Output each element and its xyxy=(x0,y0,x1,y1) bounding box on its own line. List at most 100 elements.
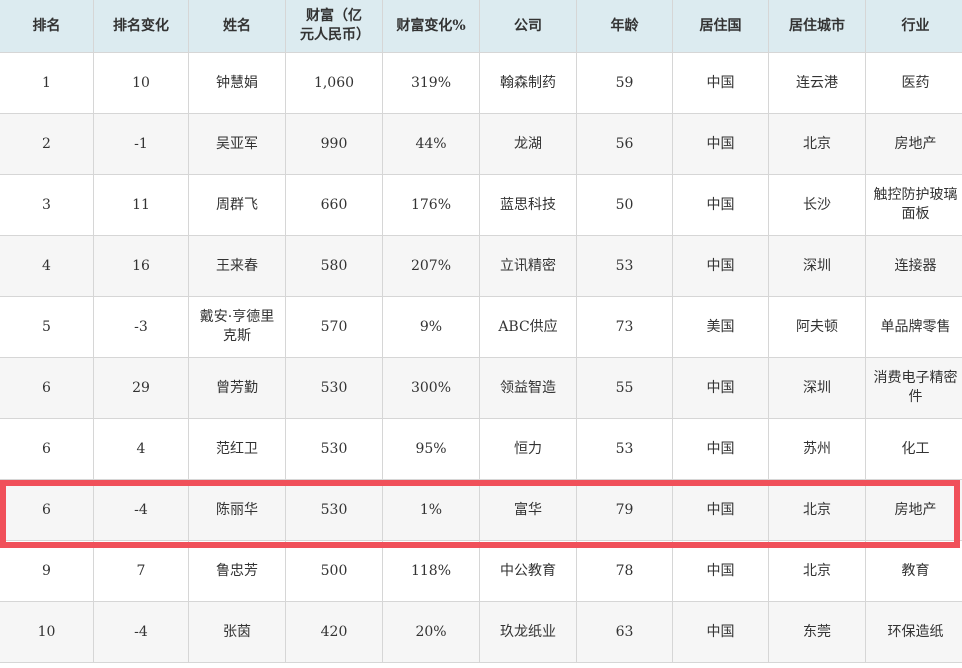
cell-city: 北京 xyxy=(768,479,866,541)
cell-age: 53 xyxy=(576,235,673,297)
cell-rank: 10 xyxy=(0,601,94,663)
table-row: 4 16 王来春 580 207% 立讯精密 53 中国 深圳 连接器 xyxy=(0,235,962,297)
cell-rank: 1 xyxy=(0,52,94,114)
cell-wealth-change: 20% xyxy=(382,601,480,663)
cell-wealth-change: 176% xyxy=(382,174,480,236)
cell-country: 中国 xyxy=(672,52,769,114)
cell-wealth-change: 44% xyxy=(382,113,480,175)
cell-name: 曾芳勤 xyxy=(188,357,286,419)
cell-wealth: 580 xyxy=(285,235,383,297)
table-row: 3 11 周群飞 660 176% 蓝思科技 50 中国 长沙 触控防护玻璃面板 xyxy=(0,174,962,236)
cell-wealth-change: 319% xyxy=(382,52,480,114)
table-row: 6 -4 陈丽华 530 1% 富华 79 中国 北京 房地产 xyxy=(0,479,962,541)
cell-city: 苏州 xyxy=(768,418,866,480)
cell-industry: 教育 xyxy=(865,540,962,602)
cell-wealth-change: 207% xyxy=(382,235,480,297)
header-country: 居住国 xyxy=(672,0,769,53)
table-row: 6 29 曾芳勤 530 300% 领益智造 55 中国 深圳 消费电子精密件 xyxy=(0,357,962,419)
cell-company: 领益智造 xyxy=(479,357,577,419)
cell-name: 吴亚军 xyxy=(188,113,286,175)
table-row: 1 10 钟慧娟 1,060 319% 翰森制药 59 中国 连云港 医药 xyxy=(0,52,962,114)
cell-age: 50 xyxy=(576,174,673,236)
cell-city: 东莞 xyxy=(768,601,866,663)
cell-rank-change: 10 xyxy=(93,52,189,114)
header-name: 姓名 xyxy=(188,0,286,53)
cell-industry: 房地产 xyxy=(865,479,962,541)
cell-industry: 单品牌零售 xyxy=(865,296,962,358)
header-row: 排名 排名变化 姓名 财富（亿元人民币） 财富变化% 公司 年龄 居住国 居住城市 行业 xyxy=(0,0,962,53)
cell-age: 73 xyxy=(576,296,673,358)
cell-name: 陈丽华 xyxy=(188,479,286,541)
cell-company: 恒力 xyxy=(479,418,577,480)
cell-company: 富华 xyxy=(479,479,577,541)
cell-wealth: 1,060 xyxy=(285,52,383,114)
table-row: 5 -3 戴安·亨德里克斯 570 9% ABC供应 73 美国 阿夫顿 单品牌零售 xyxy=(0,296,962,358)
cell-age: 56 xyxy=(576,113,673,175)
cell-rank: 4 xyxy=(0,235,94,297)
cell-wealth-change: 1% xyxy=(382,479,480,541)
cell-city: 阿夫顿 xyxy=(768,296,866,358)
cell-wealth-change: 9% xyxy=(382,296,480,358)
cell-company: 立讯精密 xyxy=(479,235,577,297)
cell-age: 55 xyxy=(576,357,673,419)
cell-name: 钟慧娟 xyxy=(188,52,286,114)
cell-rank-change: 16 xyxy=(93,235,189,297)
cell-rank: 5 xyxy=(0,296,94,358)
cell-rank: 2 xyxy=(0,113,94,175)
cell-rank-change: 4 xyxy=(93,418,189,480)
cell-age: 53 xyxy=(576,418,673,480)
cell-company: 中公教育 xyxy=(479,540,577,602)
cell-wealth: 570 xyxy=(285,296,383,358)
cell-rank: 9 xyxy=(0,540,94,602)
cell-company: 翰森制药 xyxy=(479,52,577,114)
table-row: 2 -1 吴亚军 990 44% 龙湖 56 中国 北京 房地产 xyxy=(0,113,962,175)
cell-country: 中国 xyxy=(672,357,769,419)
cell-industry: 化工 xyxy=(865,418,962,480)
cell-rank: 6 xyxy=(0,357,94,419)
cell-name: 张茵 xyxy=(188,601,286,663)
cell-wealth: 530 xyxy=(285,357,383,419)
header-wealth-change: 财富变化% xyxy=(382,0,480,53)
cell-wealth: 530 xyxy=(285,418,383,480)
cell-rank-change: -4 xyxy=(93,479,189,541)
cell-wealth: 530 xyxy=(285,479,383,541)
cell-country: 中国 xyxy=(672,113,769,175)
cell-age: 59 xyxy=(576,52,673,114)
header-industry: 行业 xyxy=(865,0,962,53)
cell-city: 北京 xyxy=(768,540,866,602)
cell-rank-change: -1 xyxy=(93,113,189,175)
cell-country: 美国 xyxy=(672,296,769,358)
cell-wealth: 660 xyxy=(285,174,383,236)
cell-industry: 连接器 xyxy=(865,235,962,297)
cell-rank-change: -3 xyxy=(93,296,189,358)
table-row: 9 7 鲁忠芳 500 118% 中公教育 78 中国 北京 教育 xyxy=(0,540,962,602)
cell-city: 长沙 xyxy=(768,174,866,236)
cell-industry: 触控防护玻璃面板 xyxy=(865,174,962,236)
cell-wealth-change: 300% xyxy=(382,357,480,419)
cell-country: 中国 xyxy=(672,601,769,663)
cell-wealth-change: 95% xyxy=(382,418,480,480)
cell-name: 周群飞 xyxy=(188,174,286,236)
header-rank-change: 排名变化 xyxy=(93,0,189,53)
cell-age: 79 xyxy=(576,479,673,541)
cell-wealth: 420 xyxy=(285,601,383,663)
cell-country: 中国 xyxy=(672,418,769,480)
cell-company: 玖龙纸业 xyxy=(479,601,577,663)
cell-rank: 3 xyxy=(0,174,94,236)
cell-age: 78 xyxy=(576,540,673,602)
cell-country: 中国 xyxy=(672,479,769,541)
cell-country: 中国 xyxy=(672,235,769,297)
cell-company: 龙湖 xyxy=(479,113,577,175)
table-row: 10 -4 张茵 420 20% 玖龙纸业 63 中国 东莞 环保造纸 xyxy=(0,601,962,663)
cell-industry: 消费电子精密件 xyxy=(865,357,962,419)
cell-country: 中国 xyxy=(672,174,769,236)
cell-name: 范红卫 xyxy=(188,418,286,480)
cell-industry: 环保造纸 xyxy=(865,601,962,663)
cell-rank-change: 29 xyxy=(93,357,189,419)
cell-rank: 6 xyxy=(0,479,94,541)
cell-wealth-change: 118% xyxy=(382,540,480,602)
cell-wealth: 500 xyxy=(285,540,383,602)
cell-city: 连云港 xyxy=(768,52,866,114)
cell-city: 深圳 xyxy=(768,357,866,419)
